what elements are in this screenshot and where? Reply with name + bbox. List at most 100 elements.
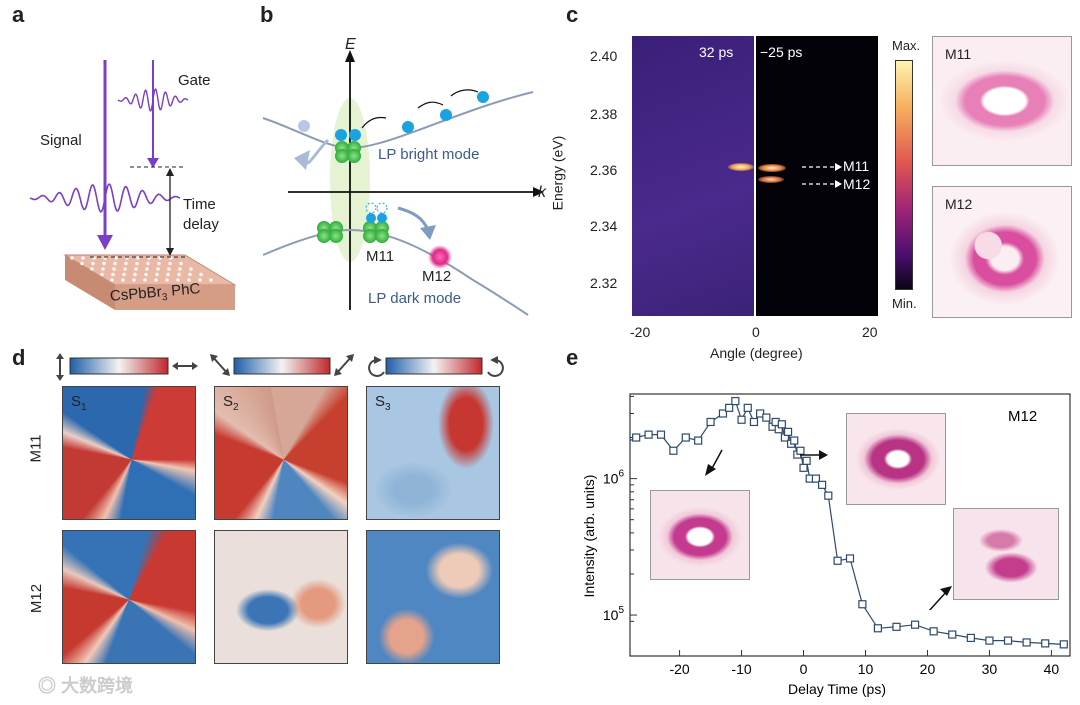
k-axis-label: k (538, 184, 546, 201)
mode-m11: M11 (843, 158, 870, 174)
data-point (737, 415, 746, 424)
row-label-m12: M12 (28, 583, 46, 614)
s2-label: S2 (223, 393, 239, 413)
data-point (845, 554, 855, 563)
time-label: Time (183, 196, 216, 213)
data-point (783, 427, 793, 436)
data-point (802, 456, 811, 465)
data-point (644, 430, 653, 439)
m11-label: M11 (366, 248, 395, 265)
y-tick-label: 106 (603, 469, 625, 487)
s2-m12-map (214, 530, 348, 664)
x-tick-label: 0 (800, 661, 808, 677)
intensity-decay-chart: Intensity (arb. units) Delay Time (ps) M… (581, 393, 1071, 697)
signal-label: Signal (40, 132, 82, 149)
s2-m11-map: S2 (214, 386, 348, 520)
delay-label: delay (183, 216, 219, 233)
pump-probe-schematic (29, 60, 237, 310)
colorbar-min: Min. (892, 296, 917, 311)
xtick-20: 20 (862, 324, 878, 340)
gate-label: Gate (178, 72, 211, 89)
panel-label-e: e (566, 345, 579, 370)
data-point (1003, 636, 1013, 645)
inset-m11-label: M11 (945, 46, 972, 62)
data-point (718, 409, 728, 418)
data-point (694, 436, 703, 445)
xtick-0: 0 (752, 324, 760, 340)
data-point (833, 556, 842, 565)
data-point (632, 433, 641, 442)
time-32ps: 32 ps (699, 44, 734, 60)
x-tick-label: 30 (982, 661, 998, 677)
panel-label-a: a (12, 2, 25, 27)
xtick-minus20: -20 (630, 324, 651, 340)
panel-label-c: c (566, 2, 579, 27)
data-point (948, 630, 957, 639)
x-tick-label: 10 (858, 661, 874, 677)
inset-late-image (953, 508, 1059, 600)
data-point (985, 636, 994, 645)
data-point (873, 624, 882, 633)
emission-spot (728, 163, 754, 171)
x-tick-label: -20 (669, 661, 689, 677)
colorbar-max: Max. (892, 38, 921, 53)
ytick-2.32: 2.32 (590, 275, 618, 291)
colorbar (895, 60, 913, 290)
energy-ylabel: Energy (eV) (549, 135, 566, 211)
data-point (681, 433, 690, 442)
data-point (910, 620, 920, 629)
data-point (725, 403, 734, 412)
data-point (1022, 638, 1031, 647)
inset-m11-image (932, 36, 1072, 166)
ytick-2.40: 2.40 (590, 48, 618, 64)
inset-m12-image (932, 186, 1072, 318)
inset-peak-image (846, 413, 946, 505)
x-tick-label: -10 (731, 661, 751, 677)
chart-xlabel: Delay Time (ps) (788, 681, 886, 697)
inset-arrows (705, 449, 952, 610)
watermark: ◎ 大数跨境 (38, 676, 134, 696)
data-point (762, 413, 771, 422)
energy-axis-label: E (345, 36, 356, 53)
s1-m11-map: S1 (62, 386, 196, 520)
data-point (731, 396, 740, 406)
stokes-colorbars (56, 353, 504, 381)
panel-label-d: d (12, 345, 26, 370)
angle-xlabel: Angle (degree) (710, 345, 803, 361)
chart-ylabel: Intensity (arb. units) (581, 475, 597, 598)
emission-m12 (758, 176, 784, 183)
data-point (966, 633, 975, 643)
data-point (818, 480, 827, 489)
ytick-2.34: 2.34 (590, 218, 618, 234)
mode-m12: M12 (843, 176, 871, 192)
spectrum-right-minus25ps (756, 36, 878, 316)
s3-m11-map: S3 (366, 386, 500, 520)
inset-early-image (650, 490, 750, 580)
s1-label: S1 (71, 393, 87, 413)
ytick-2.38: 2.38 (590, 106, 618, 122)
emission-m11 (758, 164, 786, 172)
m12-label: M12 (422, 268, 452, 285)
dispersion-diagram (262, 50, 544, 316)
data-point (790, 436, 799, 445)
data-point (892, 622, 901, 631)
data-point (669, 446, 678, 455)
data-point (929, 627, 938, 636)
data-point (777, 420, 786, 429)
data-point (811, 474, 821, 483)
s3-label: S3 (375, 393, 391, 413)
data-point (1059, 640, 1068, 649)
data-point (706, 417, 715, 427)
data-point (749, 417, 759, 427)
dark-mode-label: LP dark mode (368, 290, 462, 307)
data-point (656, 430, 666, 439)
ytick-2.36: 2.36 (590, 162, 618, 178)
bright-mode-label: LP bright mode (378, 146, 480, 163)
s3-m12-map (366, 530, 500, 664)
data-point (1041, 639, 1050, 648)
y-tick-label: 105 (603, 605, 625, 623)
chart-title: M12 (1008, 408, 1037, 425)
data-point (858, 600, 867, 609)
panel-label-b: b (260, 2, 274, 27)
x-tick-label: 20 (920, 661, 936, 677)
